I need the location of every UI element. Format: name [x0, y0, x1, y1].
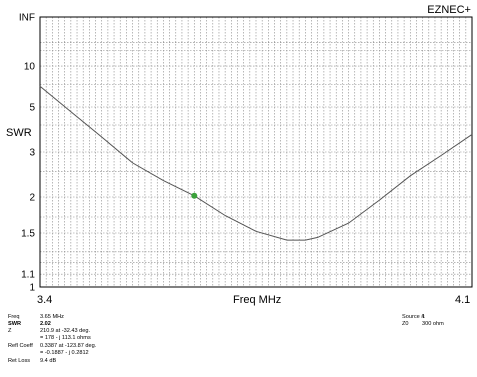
cursor-marker — [191, 192, 198, 199]
ret-loss-label: Ret Loss — [8, 358, 31, 364]
chart-grid — [40, 17, 472, 287]
source-value: 1 — [422, 314, 426, 320]
swr-value: 2.02 — [40, 321, 51, 327]
x-axis-label: Freq MHz — [233, 294, 282, 306]
app-brand: EZNEC+ — [427, 4, 471, 16]
z-value-polar: 210.9 at -32.43 deg. — [40, 328, 91, 334]
z0-value: 300 ohm — [422, 321, 444, 327]
y-tick-label: 1 — [29, 283, 35, 294]
readout-panel: Freq 3.65 MHz SWR 2.02 Z 210.9 at -32.43… — [8, 314, 158, 374]
y-tick-label: 10 — [24, 62, 36, 73]
swr-label: SWR — [8, 321, 22, 327]
refl-coeff-label: Refl Coeff — [8, 343, 33, 349]
swr-curve — [39, 85, 473, 241]
y-tick-label: 5 — [29, 103, 35, 114]
y-axis-label: SWR — [6, 127, 32, 139]
freq-label: Freq — [8, 314, 20, 320]
plot-frame — [39, 16, 473, 288]
z-label: Z — [8, 328, 12, 334]
z-value-rect: = 178 - j 113.1 ohms — [40, 335, 91, 341]
x-tick-min: 3.4 — [37, 294, 53, 306]
refl-coeff-rect: = -0.1887 - j 0.2812 — [40, 350, 89, 356]
source-panel: Source # 1 Z0 300 ohm — [402, 314, 476, 330]
y-tick-label: 1.1 — [21, 270, 35, 281]
source-label: Source # — [402, 314, 425, 320]
ret-loss-value: 9.4 dB — [40, 358, 57, 364]
y-tick-label: 3 — [29, 148, 35, 159]
z0-label: Z0 — [402, 321, 409, 327]
x-tick-max: 4.1 — [455, 294, 471, 306]
y-tick-label: 1.5 — [21, 229, 35, 240]
y-tick-label: 2 — [29, 193, 35, 204]
refl-coeff-polar: 0.3387 at -123.87 deg. — [40, 343, 97, 349]
freq-value: 3.65 MHz — [40, 314, 64, 320]
y-tick-label: INF — [19, 13, 35, 24]
y-tick-labels: INF 10 5 3 2 1.5 1.1 1 — [19, 13, 36, 294]
